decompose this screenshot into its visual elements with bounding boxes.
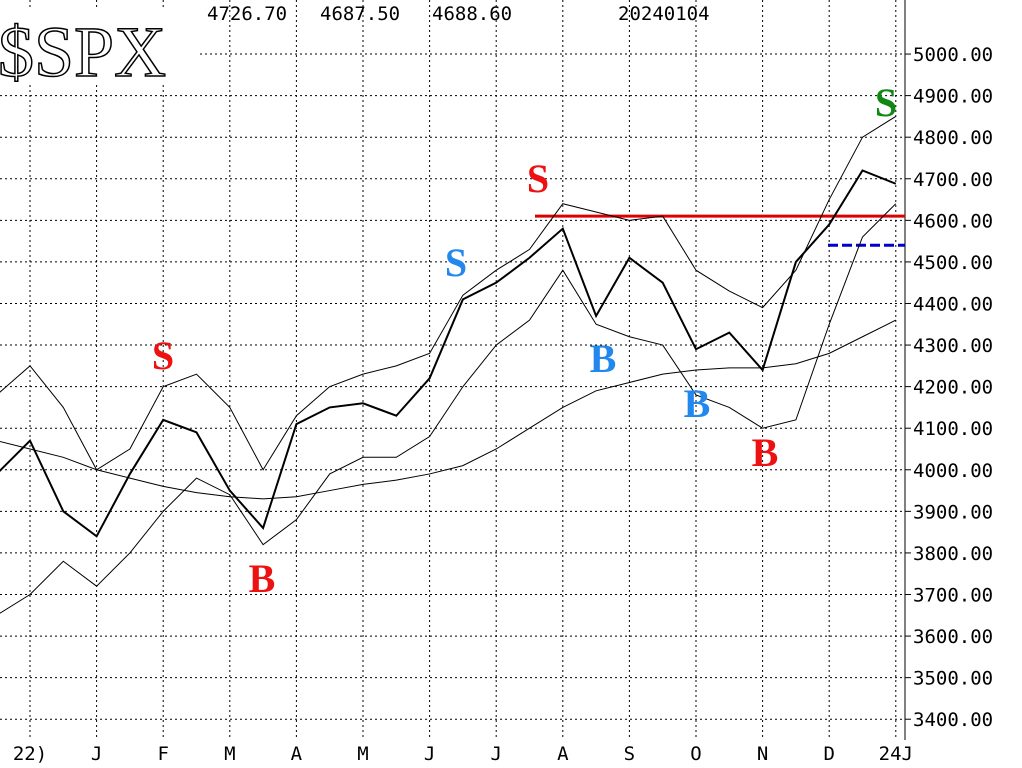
signal-label: S <box>152 333 174 378</box>
signal-label: S <box>445 240 467 285</box>
title-bg <box>0 10 200 82</box>
x-tick-label: M <box>224 743 235 765</box>
x-tick-label: J <box>490 743 501 765</box>
y-tick-label: 4400.00 <box>913 293 993 315</box>
header-value: 4687.50 <box>320 3 400 25</box>
y-tick-label: 4800.00 <box>913 127 993 149</box>
x-tick-label: 22) <box>13 743 47 765</box>
y-tick-label: 3800.00 <box>913 543 993 565</box>
y-tick-label: 4000.00 <box>913 460 993 482</box>
x-tick-label: A <box>557 743 569 765</box>
y-tick-label: 4500.00 <box>913 252 993 274</box>
y-tick-label: 3700.00 <box>913 584 993 606</box>
y-tick-label: 3900.00 <box>913 501 993 523</box>
header-value: 4688.60 <box>432 3 512 25</box>
x-tick-label: F <box>157 743 168 765</box>
header-value: 4726.70 <box>207 3 287 25</box>
signal-label: S <box>875 80 897 125</box>
x-tick-label: M <box>357 743 368 765</box>
y-tick-label: 4600.00 <box>913 210 993 232</box>
y-tick-label: 5000.00 <box>913 44 993 66</box>
y-tick-label: 4700.00 <box>913 169 993 191</box>
signal-label: B <box>249 556 276 601</box>
y-tick-label: 3400.00 <box>913 709 993 731</box>
y-tick-label: 4300.00 <box>913 335 993 357</box>
signal-label: B <box>590 336 617 381</box>
chart-title: $SPX <box>0 12 166 92</box>
y-tick-label: 4900.00 <box>913 86 993 108</box>
x-tick-label: J <box>91 743 102 765</box>
signal-label: B <box>684 381 711 426</box>
x-tick-label: A <box>291 743 303 765</box>
price-line <box>0 203 897 614</box>
signal-label: B <box>752 430 779 475</box>
y-tick-label: 4200.00 <box>913 377 993 399</box>
x-tick-label: D <box>823 743 834 765</box>
y-tick-label: 3600.00 <box>913 626 993 648</box>
y-tick-label: 4100.00 <box>913 418 993 440</box>
x-tick-label: J <box>424 743 435 765</box>
header-date: 20240104 <box>618 3 710 25</box>
price-line <box>0 115 897 471</box>
price-line <box>0 169 897 538</box>
signal-label: S <box>527 156 549 201</box>
x-tick-label: 24J <box>879 743 913 765</box>
price-line <box>0 319 897 500</box>
x-tick-label: S <box>624 743 635 765</box>
x-tick-label: N <box>757 743 768 765</box>
y-tick-label: 3500.00 <box>913 668 993 690</box>
x-tick-label: O <box>690 743 701 765</box>
